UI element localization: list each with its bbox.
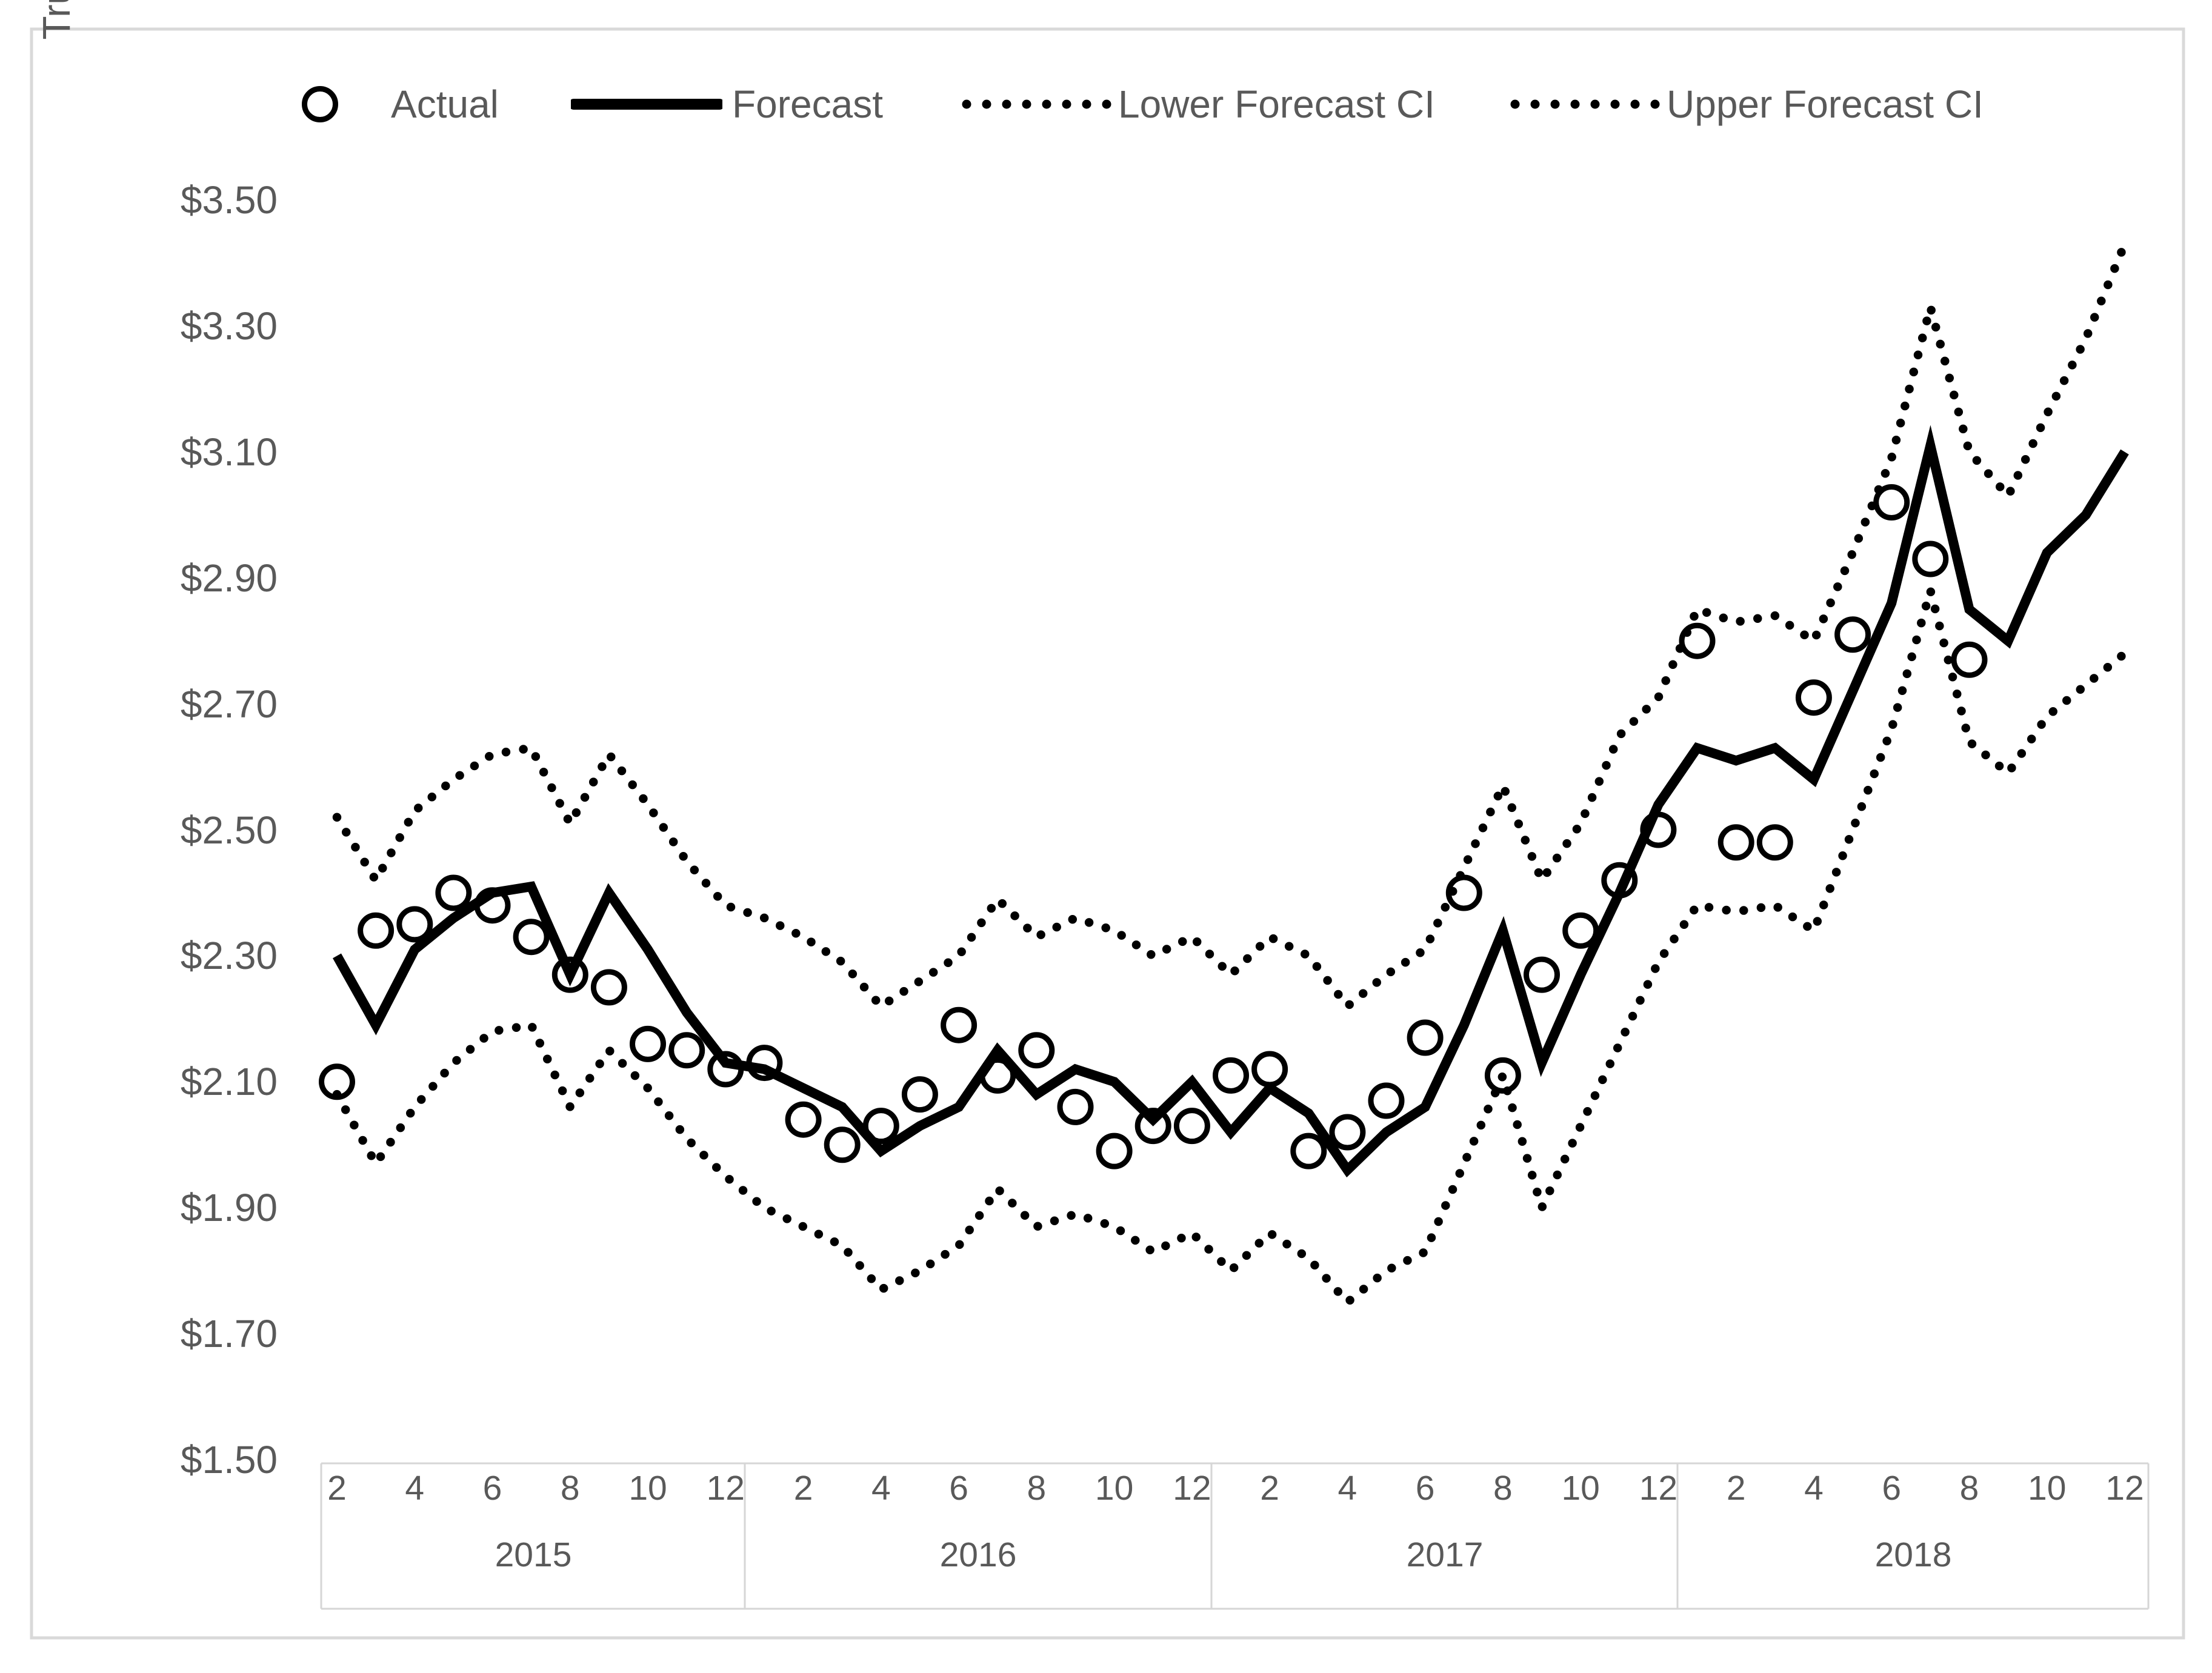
actual-data-point [941, 1006, 978, 1043]
x-month-label: 6 [1415, 1469, 1435, 1508]
x-month-label: 8 [1493, 1469, 1513, 1508]
actual-data-point [1290, 1133, 1327, 1169]
x-month-label: 12 [2105, 1469, 2144, 1508]
y-tick-label: $2.10 [180, 1060, 278, 1104]
actual-data-point [1329, 1114, 1366, 1151]
actual-data-point [824, 1126, 861, 1163]
actual-data-point [1795, 679, 1832, 716]
x-month-label: 10 [2028, 1469, 2067, 1508]
x-month-label: 2 [1726, 1469, 1746, 1508]
legend-label-lower-ci: Lower Forecast CI [1118, 82, 1435, 126]
x-month-label: 4 [1804, 1469, 1824, 1508]
actual-data-point [1562, 912, 1599, 949]
actual-data-point [630, 1025, 666, 1062]
x-month-label: 4 [871, 1469, 891, 1508]
actual-data-point [1756, 824, 1793, 861]
y-tick-label: $2.50 [180, 808, 278, 852]
actual-data-point [1524, 956, 1560, 993]
actual-data-point [1173, 1108, 1210, 1145]
actual-data-point [435, 874, 472, 911]
lower-ci-dotted-line-icon [961, 82, 1114, 129]
x-month-label: 2 [793, 1469, 813, 1508]
actual-data-point [590, 969, 627, 1006]
x-month-label: 12 [706, 1469, 745, 1508]
actual-data-point [901, 1076, 938, 1113]
actual-data-point [513, 919, 550, 956]
actual-data-point [746, 1045, 783, 1082]
x-month-label: 6 [949, 1469, 968, 1508]
x-month-label: 6 [1882, 1469, 1902, 1508]
actual-data-point [1096, 1133, 1133, 1169]
actual-data-point [1951, 641, 1988, 678]
x-month-label: 4 [1338, 1469, 1358, 1508]
x-month-label: 8 [1959, 1469, 1979, 1508]
actual-data-point [1251, 1051, 1288, 1088]
x-month-label: 6 [482, 1469, 502, 1508]
actual-data-point [1134, 1108, 1171, 1145]
legend-label-actual: Actual [391, 82, 499, 126]
actual-data-point [785, 1101, 822, 1138]
upper-ci-dotted-line-icon [1509, 82, 1662, 129]
actual-data-point [319, 1063, 355, 1100]
x-month-label: 12 [1639, 1469, 1678, 1508]
actual-data-point [396, 906, 433, 943]
x-month-label: 2 [327, 1469, 347, 1508]
actual-data-point [668, 1032, 705, 1069]
x-month-label: 4 [405, 1469, 425, 1508]
actual-data-point [1873, 484, 1910, 521]
actual-data-point [1601, 862, 1638, 899]
x-month-label: 10 [1561, 1469, 1600, 1508]
y-tick-label: $2.70 [180, 682, 278, 726]
actual-data-point [1018, 1032, 1055, 1069]
legend-label-forecast: Forecast [732, 82, 883, 126]
x-month-label: 10 [1094, 1469, 1134, 1508]
x-year-label: 2017 [1406, 1535, 1484, 1574]
actual-data-point [1368, 1082, 1405, 1119]
actual-data-point [1213, 1057, 1249, 1094]
y-tick-label: $3.50 [180, 178, 278, 222]
actual-data-point [1640, 811, 1677, 848]
actual-data-point [1484, 1057, 1521, 1094]
actual-data-point [979, 1057, 1016, 1094]
actual-data-point [1679, 622, 1716, 659]
actual-data-point [358, 912, 395, 949]
x-year-label: 2018 [1874, 1535, 1952, 1574]
x-month-label: 2 [1260, 1469, 1279, 1508]
lower-ci-line [332, 586, 2130, 1307]
forecast-line-icon [568, 82, 725, 129]
x-year-label: 2016 [939, 1535, 1017, 1574]
x-month-label: 10 [628, 1469, 667, 1508]
y-tick-label: $1.50 [180, 1438, 278, 1482]
y-axis-title: Truckstop.com Average Monthly Dry Van Ra… [23, 0, 90, 194]
y-tick-label: $2.90 [180, 556, 278, 600]
actual-data-point [1445, 874, 1482, 911]
x-month-label: 8 [1027, 1469, 1047, 1508]
y-tick-label: $1.70 [180, 1312, 278, 1356]
actual-data-point [1717, 824, 1754, 861]
y-tick-label: $1.90 [180, 1186, 278, 1230]
actual-data-point [551, 956, 588, 993]
figure-border [30, 27, 2185, 1640]
y-tick-label: $3.30 [180, 304, 278, 348]
actual-data-point [1407, 1019, 1444, 1056]
y-tick-label: $2.30 [180, 934, 278, 978]
upper-ci-line [332, 239, 2130, 1011]
actual-data-point [1912, 540, 1949, 577]
legend-label-upper-ci: Upper Forecast CI [1667, 82, 1984, 126]
actual-data-point [1834, 616, 1871, 653]
actual-data-point [862, 1108, 899, 1145]
x-month-label: 8 [560, 1469, 580, 1508]
actual-data-point [1057, 1088, 1094, 1125]
x-month-label: 12 [1173, 1469, 1211, 1508]
actual-data-point [474, 887, 511, 924]
actual-data-point [707, 1051, 744, 1088]
forecast-line [333, 425, 2129, 1178]
x-year-label: 2015 [495, 1535, 572, 1574]
y-tick-label: $3.10 [180, 430, 278, 474]
actual-marker-icon [298, 82, 342, 129]
